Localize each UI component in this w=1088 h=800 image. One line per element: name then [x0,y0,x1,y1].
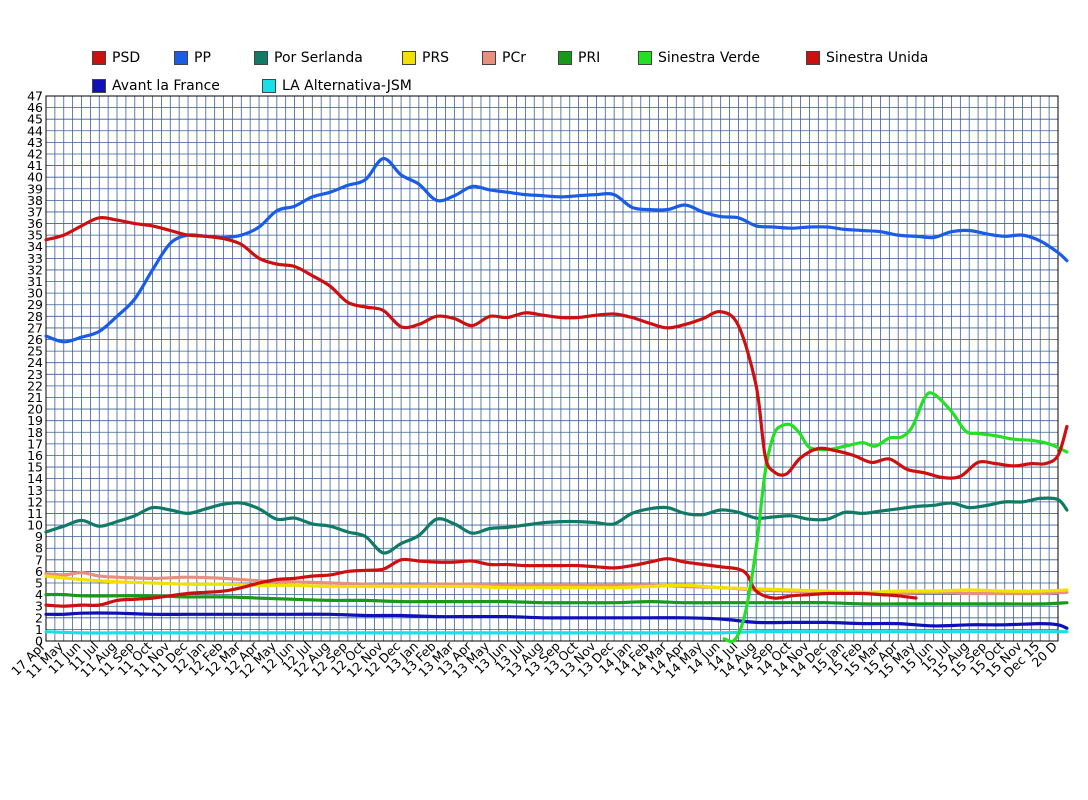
y-tick-label: 39 [27,181,43,196]
y-tick-label: 17 [27,436,43,451]
legend-swatch [174,51,188,65]
series-line-prs [44,574,1069,594]
y-tick-label: 23 [27,367,43,382]
y-tick-label: 25 [27,344,43,359]
y-tick-label: 15 [27,460,43,475]
y-tick-label: 19 [27,413,43,428]
y-tick-label: 3 [35,599,43,614]
legend-label: PRI [578,50,601,66]
legend-swatch [638,51,652,65]
series-line-pcr [44,570,1069,596]
y-tick-label: 24 [27,355,43,370]
y-tick-label: 6 [35,564,43,579]
y-tick-label: 47 [27,89,43,104]
y-tick-label: 7 [35,552,43,567]
y-tick-label: 5 [35,576,43,591]
y-tick-label: 27 [27,320,43,335]
legend-label: PCr [502,50,526,66]
y-tick-label: 33 [27,251,43,266]
legend-swatch [402,51,416,65]
y-tick-label: 21 [27,390,43,405]
y-tick-label: 46 [27,100,43,115]
y-axis-ticks: 0123456789101112131415161718192021222324… [27,89,43,649]
y-tick-label: 32 [27,262,43,277]
legend-swatch [806,51,820,65]
series-line-avant-la-france [44,611,1069,630]
y-tick-label: 0 [35,634,43,649]
legend-swatch [482,51,496,65]
legend-item: LA Alternativa-JSM [262,78,412,94]
y-tick-label: 31 [27,274,43,289]
legend-swatch [92,79,106,93]
y-tick-label: 12 [27,494,43,509]
y-tick-label: 8 [35,541,43,556]
y-tick-label: 37 [27,204,43,219]
y-tick-label: 4 [35,587,43,602]
legend-swatch [254,51,268,65]
series-line-pri [44,592,1069,606]
y-tick-label: 9 [35,529,43,544]
y-tick-label: 18 [27,425,43,440]
y-tick-label: 2 [35,610,43,625]
plot-frame [45,95,1059,642]
legend-item: PCr [482,50,526,66]
y-tick-label: 38 [27,193,43,208]
y-tick-label: 11 [27,506,43,521]
series-line-por-serlanda [44,496,1069,555]
y-tick-label: 1 [35,622,43,637]
y-tick-label: 44 [27,123,43,138]
y-tick-label: 36 [27,216,43,231]
legend-item: PP [174,50,211,66]
legend-item: PSD [92,50,140,66]
series-line-la-alternativa-jsm [44,630,1069,635]
legend-label: PRS [422,50,450,66]
legend-item: Sinestra Verde [638,50,760,66]
series-line-pp [44,157,1069,344]
y-tick-label: 34 [27,239,43,254]
legend-swatch [558,51,572,65]
y-tick-label: 42 [27,146,43,161]
legend-label: Sinestra Unida [826,50,929,66]
legend-label: LA Alternativa-JSM [282,78,412,94]
y-tick-label: 41 [27,158,43,173]
series-lines [44,157,1069,644]
legend-swatch [92,51,106,65]
y-tick-label: 13 [27,483,43,498]
legend-item: Por Serlanda [254,50,363,66]
legend-item: PRI [558,50,600,66]
y-tick-label: 22 [27,378,43,393]
legend-label: Sinestra Verde [658,50,760,66]
y-tick-label: 10 [27,518,43,533]
legend-label: Avant la France [112,78,220,94]
legend-item: Sinestra Unida [806,50,928,66]
y-tick-label: 45 [27,112,43,127]
y-tick-label: 14 [27,471,43,486]
legend-label: PSD [112,50,141,66]
y-tick-label: 20 [27,402,43,417]
series-line-psd [44,215,1069,480]
grid-lines [45,95,1059,642]
legend-label: PP [194,50,211,66]
y-tick-label: 29 [27,297,43,312]
legend-item: PRS [402,50,449,66]
legend-item: Avant la France [92,78,220,94]
y-tick-label: 16 [27,448,43,463]
y-tick-label: 40 [27,170,43,185]
legend-label: Por Serlanda [274,50,363,66]
y-tick-label: 35 [27,228,43,243]
series-line-sinestra-verde [722,391,1069,644]
y-tick-label: 43 [27,135,43,150]
series-line-sinestra-unida [44,557,918,608]
y-tick-label: 26 [27,332,43,347]
legend-swatch [262,79,276,93]
y-tick-label: 28 [27,309,43,324]
y-tick-label: 30 [27,286,43,301]
